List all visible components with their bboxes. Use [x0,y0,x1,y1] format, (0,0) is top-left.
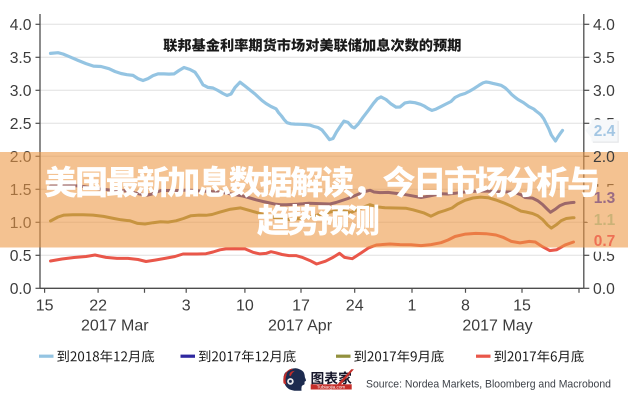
svg-text:3.5: 3.5 [10,50,32,67]
svg-text:15: 15 [36,298,54,315]
svg-text:3.0: 3.0 [593,83,615,100]
svg-text:0.5: 0.5 [593,248,615,265]
svg-text:2017 Mar: 2017 Mar [81,318,149,335]
svg-text:2.0: 2.0 [593,149,615,166]
svg-text:3.5: 3.5 [593,50,615,67]
svg-text:24: 24 [346,298,364,315]
svg-text:8: 8 [461,298,470,315]
svg-text:0.0: 0.0 [593,281,615,298]
svg-text:4.0: 4.0 [593,17,615,34]
svg-text:17: 17 [292,298,310,315]
svg-text:Tubiaojia.com: Tubiaojia.com [317,385,346,390]
svg-text:Source: Nordea Markets, Bloomb: Source: Nordea Markets, Bloomberg and Ma… [366,379,611,391]
svg-text:1: 1 [408,298,417,315]
svg-text:4.0: 4.0 [10,17,32,34]
svg-text:2.4: 2.4 [594,123,616,140]
svg-text:3.0: 3.0 [10,83,32,100]
svg-text:10: 10 [236,298,254,315]
svg-text:2017 May: 2017 May [462,318,532,335]
svg-text:3: 3 [182,298,191,315]
svg-text:0.0: 0.0 [10,281,32,298]
svg-text:15: 15 [513,298,531,315]
svg-text:22: 22 [89,298,107,315]
svg-text:1.3: 1.3 [594,190,616,207]
svg-text:0.5: 0.5 [10,248,32,265]
svg-text:1.1: 1.1 [594,212,616,229]
svg-text:0.7: 0.7 [594,233,616,250]
svg-text:2.5: 2.5 [10,116,32,133]
svg-text:2017 Apr: 2017 Apr [268,318,333,335]
